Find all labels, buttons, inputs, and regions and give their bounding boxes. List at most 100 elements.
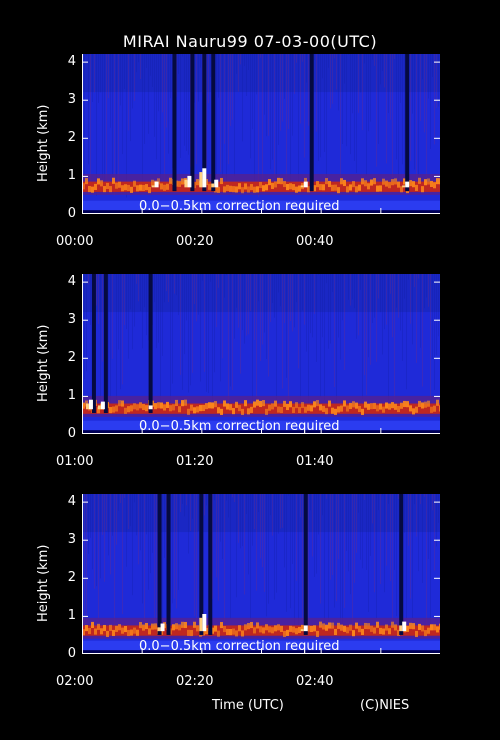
noise-column	[132, 494, 133, 596]
noise-column	[258, 494, 259, 512]
x-tick-label: 00:40	[296, 234, 334, 249]
noise-column	[430, 54, 431, 149]
noise-column	[356, 274, 357, 339]
noise-column	[94, 494, 95, 589]
cloud-top-segment	[142, 184, 145, 192]
noise-column	[286, 274, 287, 378]
cloud-top-segment	[181, 400, 184, 407]
noise-column	[372, 274, 373, 323]
noise-column	[138, 54, 139, 63]
noise-column	[394, 54, 395, 60]
cloud-top-segment	[88, 627, 91, 635]
cloud-top-segment	[166, 401, 169, 408]
cloud-top-segment	[250, 621, 253, 629]
noise-column	[336, 494, 337, 602]
noise-column	[234, 274, 235, 339]
cloud-peak-halo	[184, 179, 188, 188]
noise-column	[112, 54, 113, 186]
cloud-top-segment	[112, 177, 115, 184]
noise-column	[338, 274, 339, 338]
noise-column	[206, 274, 207, 392]
noise-column	[398, 494, 399, 500]
noise-column	[240, 494, 241, 549]
noise-column	[154, 54, 155, 137]
noise-column	[216, 494, 217, 578]
cloud-top-segment	[421, 186, 424, 193]
noise-column	[198, 274, 199, 315]
noise-column	[414, 274, 415, 288]
noise-column	[172, 494, 173, 604]
cloud-top-segment	[253, 401, 256, 408]
noise-column	[310, 274, 311, 334]
noise-column	[416, 494, 417, 537]
y-major-tick-right	[434, 357, 440, 359]
cloud-top-segment	[112, 406, 115, 413]
noise-column	[252, 54, 253, 130]
cloud-top-segment	[94, 628, 97, 635]
cloud-top-segment	[94, 183, 97, 190]
noise-column	[136, 54, 137, 73]
noise-column	[338, 494, 339, 560]
cloud-top-segment	[196, 406, 199, 413]
noise-column	[134, 54, 135, 101]
cloud-top-segment	[196, 625, 199, 632]
noise-column	[256, 54, 257, 95]
noise-column	[290, 54, 291, 183]
cloud-top-segment	[106, 182, 109, 189]
cloud-top-segment	[220, 622, 223, 629]
cloud-top-segment	[343, 400, 346, 407]
noise-column	[274, 274, 275, 318]
noise-column	[342, 274, 343, 321]
noise-column	[112, 494, 113, 536]
cloud-top-segment	[418, 177, 421, 184]
cloud-top-segment	[403, 178, 406, 185]
lidar-plot-2	[82, 274, 440, 434]
noise-column	[370, 274, 371, 365]
noise-column	[256, 494, 257, 591]
cloud-top-segment	[253, 186, 256, 193]
cloud-top-segment	[403, 400, 406, 408]
cloud-top-segment	[334, 628, 337, 636]
x-tick-label: 01:20	[176, 454, 214, 469]
noise-column	[136, 494, 137, 536]
cloud-peak-halo	[211, 183, 215, 188]
noise-column	[354, 494, 355, 583]
noise-column	[360, 274, 361, 290]
cloud-top-segment	[298, 406, 301, 414]
cloud-top-segment	[268, 404, 271, 411]
cloud-top-segment	[373, 627, 376, 634]
x-minor-tick	[380, 208, 382, 214]
cloud-top-segment	[391, 621, 394, 628]
cloud-layer	[82, 403, 440, 414]
cloud-top-segment	[235, 401, 238, 408]
chart-title: MIRAI Nauru99 07-03-00(UTC)	[122, 32, 378, 51]
noise-column	[112, 274, 113, 359]
noise-column	[212, 274, 213, 407]
cloud-top-segment	[175, 180, 178, 187]
cloud-top-segment	[322, 405, 325, 412]
cloud-top-segment	[394, 403, 397, 410]
cloud-top-segment	[256, 399, 259, 406]
noise-column	[194, 54, 195, 103]
noise-column	[224, 494, 225, 634]
cloud-top-segment	[97, 623, 100, 630]
cloud-top-segment	[394, 624, 397, 631]
lidar-plot-1	[82, 54, 440, 214]
noise-column	[250, 54, 251, 159]
noise-column	[412, 54, 413, 114]
noise-column	[242, 54, 243, 142]
cloud-top-segment	[124, 184, 127, 191]
noise-column	[390, 494, 391, 582]
cloud-top-segment	[103, 186, 106, 193]
noise-column	[90, 274, 91, 325]
noise-column	[328, 494, 329, 627]
noise-column	[360, 54, 361, 93]
noise-column	[398, 54, 399, 183]
noise-column	[210, 54, 211, 78]
noise-column	[238, 494, 239, 543]
noise-column	[270, 54, 271, 170]
y-major-tick	[82, 501, 88, 503]
noise-column	[140, 494, 141, 551]
noise-column	[332, 274, 333, 292]
cloud-peak-halo	[402, 185, 406, 188]
